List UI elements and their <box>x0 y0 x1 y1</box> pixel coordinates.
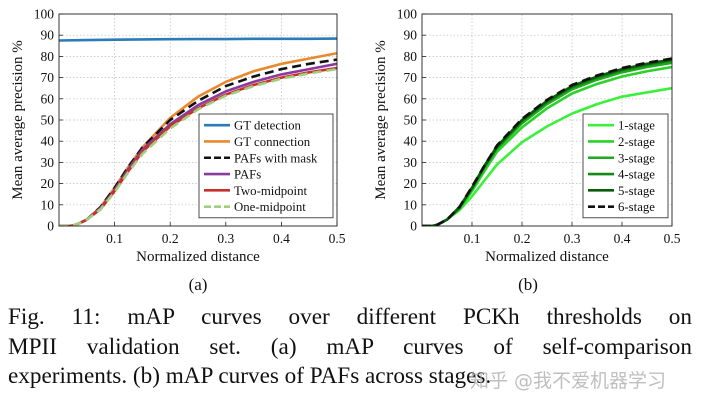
y-tick-label: 20 <box>41 176 55 191</box>
plot-frame <box>421 13 673 227</box>
x-tick-label: 0.2 <box>514 231 531 246</box>
legend-label: 1-stage <box>618 119 655 133</box>
y-tick-label: 30 <box>404 155 418 170</box>
x-tick-label: 0.3 <box>564 231 581 246</box>
y-tick-label: 60 <box>41 91 55 106</box>
y-tick-label: 70 <box>41 70 55 85</box>
caption-line-1: Fig. 11: mAP curves over different PCKh … <box>8 304 692 330</box>
y-tick-label: 100 <box>397 7 418 22</box>
legend-label: Two-midpoint <box>234 184 307 198</box>
legend-label: 5-stage <box>618 184 655 198</box>
y-tick-label: 90 <box>404 28 418 43</box>
series-line-gt-detection <box>59 37 337 42</box>
legend-label: 3-stage <box>618 151 655 165</box>
y-tick-label: 0 <box>47 219 54 234</box>
y-tick-label: 10 <box>41 197 55 212</box>
legend-box <box>582 113 669 219</box>
legend-label: GT connection <box>234 135 311 149</box>
watermark: 知乎 @我不爱机器学习 <box>470 370 667 392</box>
x-tick-label: 0.5 <box>664 231 681 246</box>
chart-panel-a: 0 10 20 30 40 50 60 70 80 90 100 0.1 0.2 0.3 0.4 0.5 Nor… <box>10 7 346 295</box>
y-tick-label: 50 <box>404 113 418 128</box>
legend-box <box>198 113 334 219</box>
y-tick-label: 10 <box>404 197 418 212</box>
series-line-6-stage <box>422 57 672 226</box>
legend: 1-stage 2-stage 3-stage 4-stage 5-stage 6-sta… <box>582 113 669 219</box>
x-axis-label: Normalized distance <box>485 249 609 265</box>
legend-label: PAFs with mask <box>234 151 318 165</box>
series-group <box>422 57 672 226</box>
legend-label: PAFs <box>234 168 261 182</box>
figure-caption: Fig. 11: mAP curves over different PCKh … <box>8 303 692 392</box>
chart-panel-b: 0 10 20 30 40 50 60 70 80 90 100 0.1 0.2 0.3 0.4 0.5 Nor… <box>373 7 681 295</box>
series-group <box>59 37 337 226</box>
legend-label: One-midpoint <box>234 200 306 214</box>
legend-label: 2-stage <box>618 135 655 149</box>
y-axis-label: Mean average precision % <box>373 40 389 200</box>
x-tick-label: 0.1 <box>464 231 481 246</box>
y-tick-label: 90 <box>41 28 55 43</box>
y-tick-label: 40 <box>41 134 55 149</box>
x-tick-label: 0.4 <box>273 231 290 246</box>
y-tick-label: 80 <box>404 49 418 64</box>
y-axis-label: Mean average precision % <box>10 40 26 200</box>
legend-label: 6-stage <box>618 200 655 214</box>
caption-line-2: MPII validation set. (a) mAP curves of s… <box>8 333 692 360</box>
panel-label: (a) <box>189 275 208 294</box>
y-tick-label: 0 <box>410 219 417 234</box>
series-line-one-midpoint <box>59 67 337 226</box>
y-tick-label: 100 <box>34 7 55 22</box>
y-tick-label: 60 <box>404 91 418 106</box>
plot-frame <box>58 13 338 227</box>
x-tick-label: 0.2 <box>162 231 179 246</box>
x-tick-label: 0.4 <box>614 231 631 246</box>
y-tick-label: 20 <box>404 176 418 191</box>
x-tick-label: 0.3 <box>217 231 234 246</box>
y-tick-label: 40 <box>404 134 418 149</box>
legend-label: 4-stage <box>618 168 655 182</box>
y-tick-label: 30 <box>41 155 55 170</box>
y-tick-label: 50 <box>41 113 55 128</box>
x-axis-label: Normalized distance <box>136 249 260 265</box>
y-tick-label: 70 <box>404 70 418 85</box>
y-tick-label: 80 <box>41 49 55 64</box>
legend-label: GT detection <box>234 119 302 133</box>
x-tick-label: 0.1 <box>106 231 123 246</box>
caption-line-3: experiments. (b) mAP curves of PAFs acro… <box>8 363 492 389</box>
legend: GT detection GT connection PAFs with mask P… <box>198 113 334 219</box>
panel-label: (b) <box>518 275 538 294</box>
x-tick-label: 0.5 <box>329 231 346 246</box>
